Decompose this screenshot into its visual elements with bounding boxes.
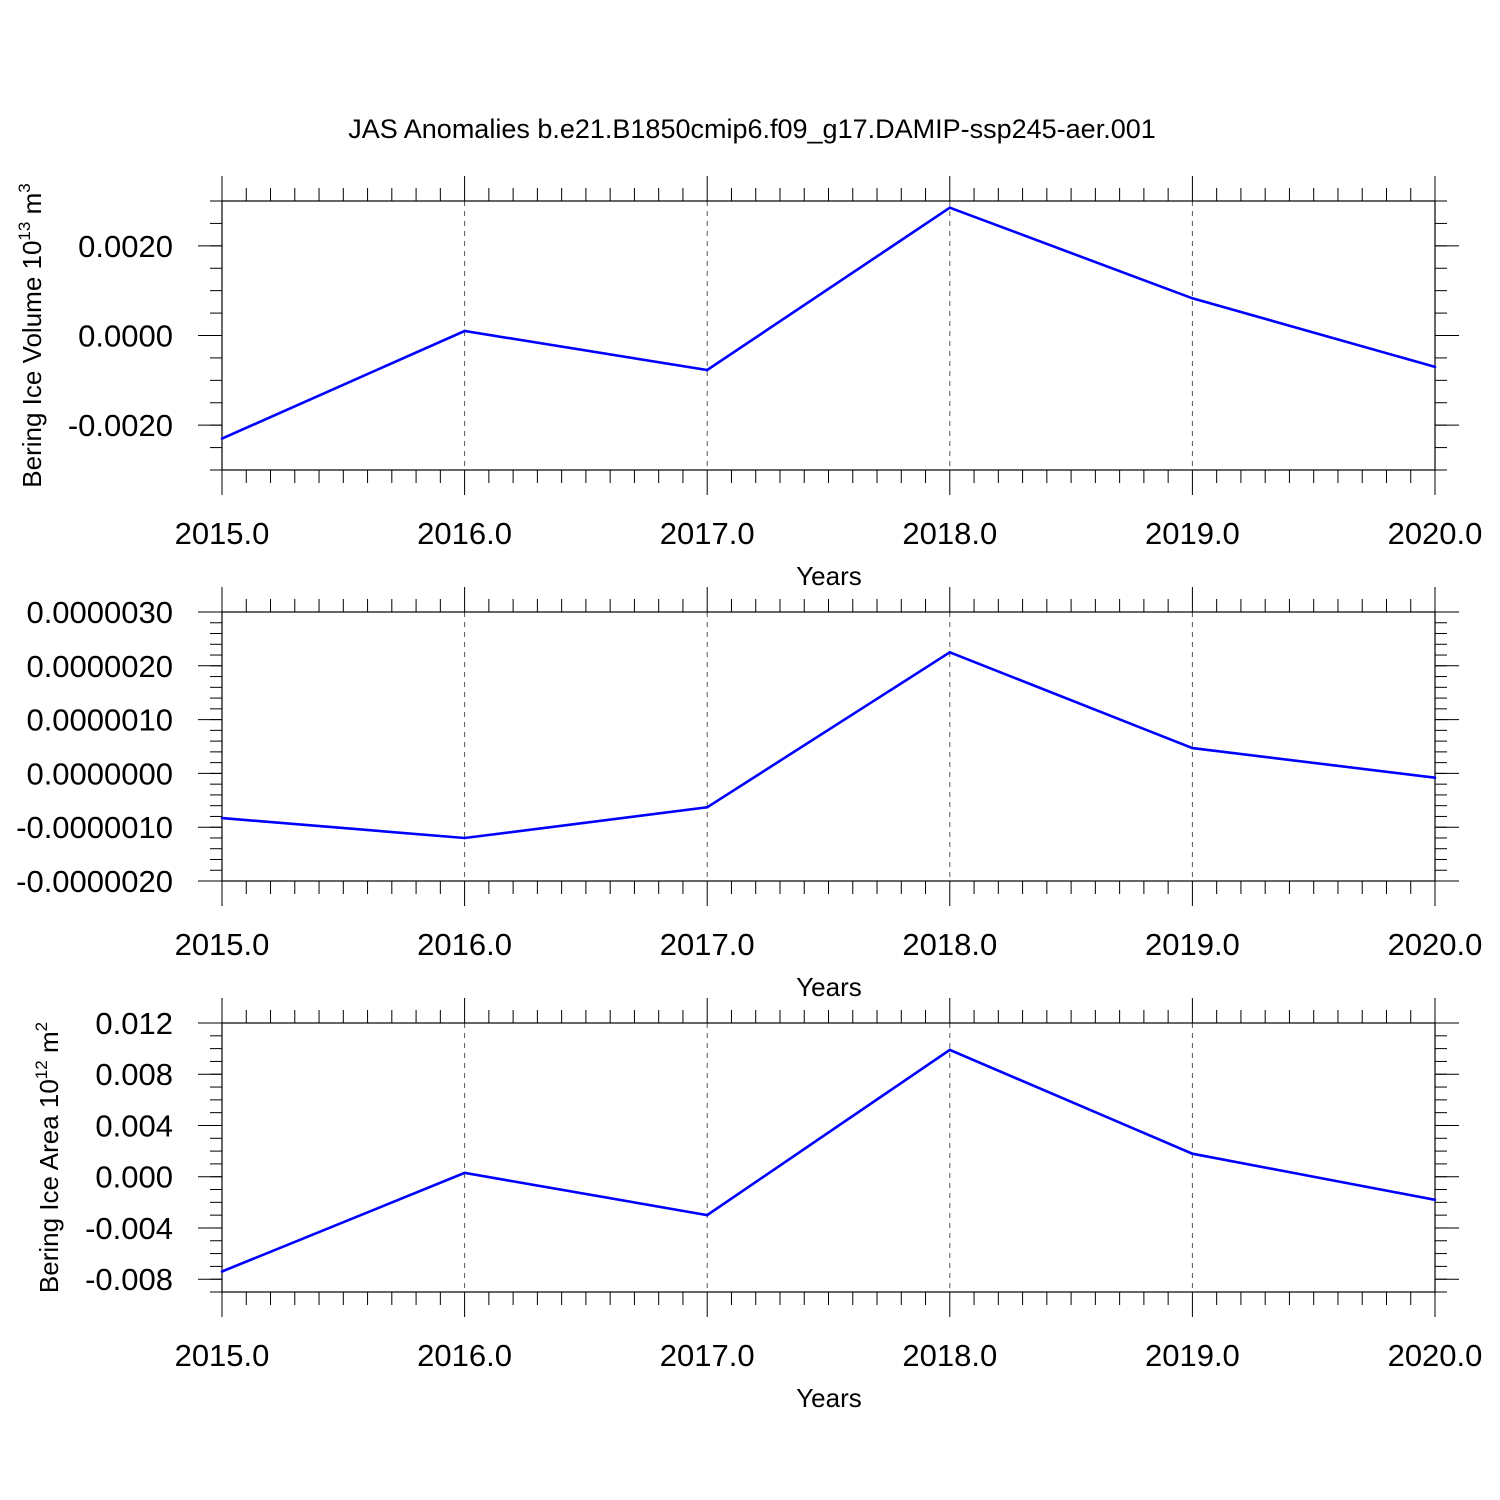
x-tick-label: 2015.0 — [175, 1338, 270, 1373]
y-tick-label: 0.0000010 — [26, 703, 173, 738]
x-tick-label: 2018.0 — [902, 1338, 997, 1373]
y-tick-label: 0.0000000 — [26, 756, 173, 791]
y-tick-label: 0.012 — [95, 1006, 173, 1041]
series-line — [221, 206, 1436, 440]
plot-frame — [221, 1022, 1436, 1293]
data-point — [1433, 365, 1437, 369]
y-tick-label: 0.0000020 — [26, 649, 173, 684]
y-tick-label: -0.004 — [85, 1211, 173, 1246]
panel-1: -0.0020 0.0000 0.0020 2015.0 2016.0 2017.0 201… — [15, 176, 1482, 591]
y-tick-label: 0.0000 — [78, 319, 173, 354]
x-tick-label: 2016.0 — [417, 516, 512, 551]
y-ticks — [198, 200, 1459, 471]
data-point — [705, 1213, 709, 1217]
y-tick-label: -0.0000010 — [16, 810, 173, 845]
x-ticks — [221, 587, 1436, 906]
y-tick-label: -0.0000020 — [16, 864, 173, 899]
data-point — [1433, 1198, 1437, 1202]
data-point — [948, 1048, 952, 1052]
data-point — [220, 816, 224, 820]
y-tick-label: 0.000 — [95, 1160, 173, 1195]
data-point — [1191, 1152, 1194, 1155]
x-tick-label: 2019.0 — [1145, 927, 1240, 962]
y-tick-label: 0.004 — [95, 1108, 173, 1143]
y-tick-label: 0.0020 — [78, 229, 173, 264]
data-point — [1191, 296, 1194, 300]
data-point — [463, 329, 466, 333]
x-axis-label: Years — [796, 1383, 862, 1413]
x-ticks — [221, 176, 1436, 495]
x-tick-label: 2016.0 — [417, 927, 512, 962]
series-line — [221, 650, 1436, 840]
x-axis-label: Years — [796, 561, 862, 591]
plot-frame — [221, 200, 1436, 471]
panel-3: -0.008 -0.004 0.000 0.004 0.008 0.012 2015.0 20… — [32, 998, 1482, 1413]
x-tick-label: 2020.0 — [1388, 1338, 1483, 1373]
data-point — [1191, 746, 1194, 750]
data-point — [463, 1171, 466, 1175]
panels: -0.0020 0.0000 0.0020 2015.0 2016.0 2017.0 201… — [15, 176, 1482, 1413]
x-tick-label: 2018.0 — [902, 927, 997, 962]
x-tick-label: 2019.0 — [1145, 1338, 1240, 1373]
data-point — [1433, 776, 1437, 780]
data-point — [463, 836, 466, 840]
y-ticks — [198, 611, 1459, 882]
x-tick-label: 2015.0 — [175, 927, 270, 962]
y-tick-label: 0.0000030 — [26, 595, 173, 630]
data-point — [948, 206, 952, 210]
x-ticks — [221, 998, 1436, 1317]
x-tick-label: 2019.0 — [1145, 516, 1240, 551]
y-axis-label: Bering Ice Area 1012 m2 — [32, 1022, 64, 1293]
plot-frame — [221, 611, 1436, 882]
panel-2: -0.0000020 -0.0000010 0.0000000 0.0000010 0.… — [16, 587, 1482, 1002]
y-axis-label: Bering Ice Volume 1013 m3 — [15, 183, 47, 487]
figure-title: JAS Anomalies b.e21.B1850cmip6.f09_g17.D… — [348, 114, 1156, 144]
data-point — [948, 651, 952, 654]
data-point — [220, 437, 224, 440]
x-tick-label: 2017.0 — [660, 516, 755, 551]
data-point — [220, 1270, 224, 1273]
x-tick-label: 2020.0 — [1388, 516, 1483, 551]
x-tick-label: 2015.0 — [175, 516, 270, 551]
x-axis-label: Years — [796, 972, 862, 1002]
y-tick-label: -0.008 — [85, 1262, 173, 1297]
x-tick-label: 2017.0 — [660, 1338, 755, 1373]
y-tick-label: -0.0020 — [68, 408, 173, 443]
x-tick-label: 2018.0 — [902, 516, 997, 551]
data-point — [705, 368, 709, 372]
series-line — [221, 1048, 1436, 1273]
x-tick-label: 2016.0 — [417, 1338, 512, 1373]
y-tick-label: 0.008 — [95, 1057, 173, 1092]
data-point — [705, 805, 709, 809]
y-ticks — [198, 1022, 1459, 1293]
x-tick-label: 2017.0 — [660, 927, 755, 962]
x-tick-label: 2020.0 — [1388, 927, 1483, 962]
